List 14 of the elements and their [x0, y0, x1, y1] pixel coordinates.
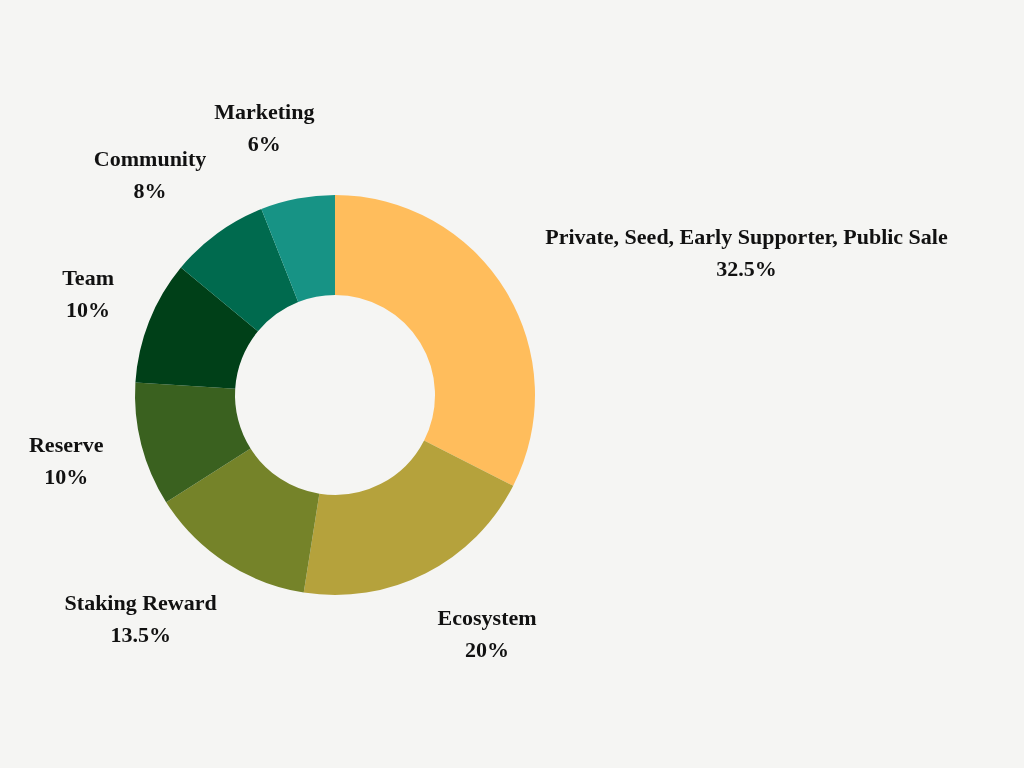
- data-label: 10%: [44, 463, 89, 489]
- data-label: 20%: [465, 637, 510, 663]
- slice-label: Reserve: [28, 431, 104, 457]
- slice-label: Community: [93, 146, 207, 172]
- data-label: 10%: [66, 297, 111, 323]
- slice-label: Private, Seed, Early Supporter, Public Sale: [545, 223, 948, 249]
- slice-label: Ecosystem: [437, 605, 537, 631]
- data-label: 8%: [133, 178, 167, 204]
- slice-label: Staking Reward: [64, 590, 217, 616]
- data-label: 32.5%: [716, 255, 777, 281]
- data-label: 6%: [247, 131, 281, 157]
- data-label: 13.5%: [110, 622, 171, 648]
- slice-label: Marketing: [214, 99, 315, 125]
- slice-label: Team: [62, 265, 114, 291]
